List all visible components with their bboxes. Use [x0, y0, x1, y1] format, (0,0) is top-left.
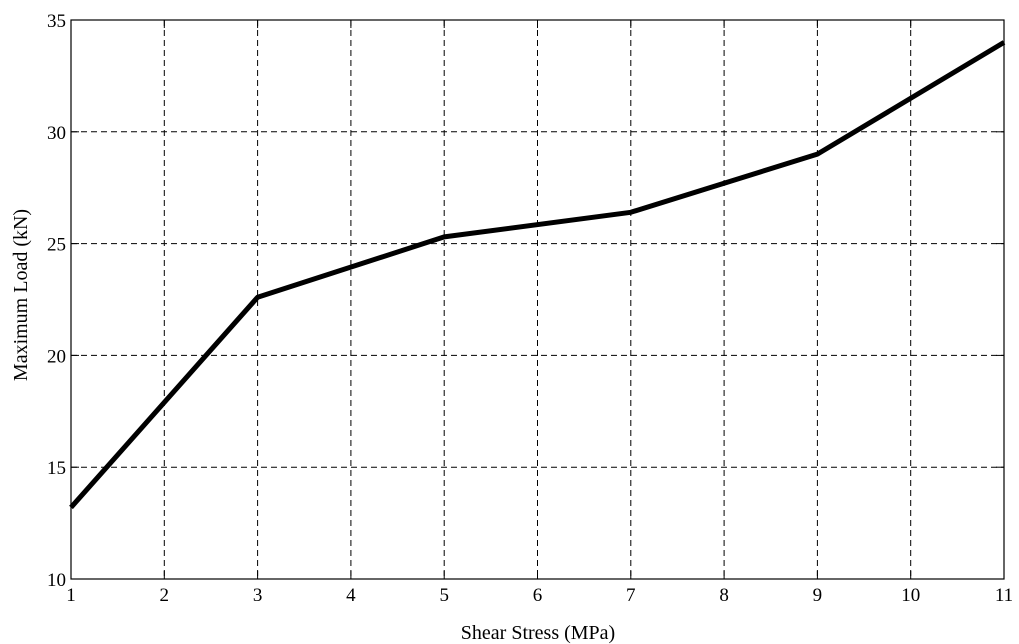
y-tick-label-2: 20	[47, 346, 66, 367]
y-tick-label-3: 25	[47, 235, 66, 256]
x-tick-label-5: 6	[533, 585, 543, 606]
x-tick-label-9: 10	[901, 585, 920, 606]
series-line-0	[69, 40, 1006, 510]
y-tick-labels: 10 15 20 25 30 35	[47, 11, 66, 591]
x-tick-label-3: 4	[346, 585, 356, 606]
x-axis-label: Shear Stress (MPa)	[461, 622, 615, 644]
series-layer	[69, 40, 1006, 510]
x-tick-label-8: 9	[813, 585, 823, 606]
x-tick-label-4: 5	[439, 585, 449, 606]
x-tick-label-2: 3	[253, 585, 263, 606]
axis-ticks	[70, 19, 1005, 580]
y-axis-label: Maximum Load (kN)	[10, 209, 32, 381]
y-tick-label-4: 30	[47, 123, 66, 144]
x-tick-label-0: 1	[66, 585, 76, 606]
x-tick-label-1: 2	[160, 585, 170, 606]
x-tick-label-10: 11	[995, 585, 1013, 606]
x-tick-label-6: 7	[626, 585, 636, 606]
y-tick-label-1: 15	[47, 458, 66, 479]
x-tick-label-7: 8	[719, 585, 729, 606]
y-tick-label-5: 35	[47, 11, 66, 32]
y-tick-label-0: 10	[47, 570, 66, 591]
grid-lines	[71, 20, 1004, 579]
x-tick-labels: 1 2 3 4 5 6 7 8 9 10 11	[66, 585, 1013, 606]
